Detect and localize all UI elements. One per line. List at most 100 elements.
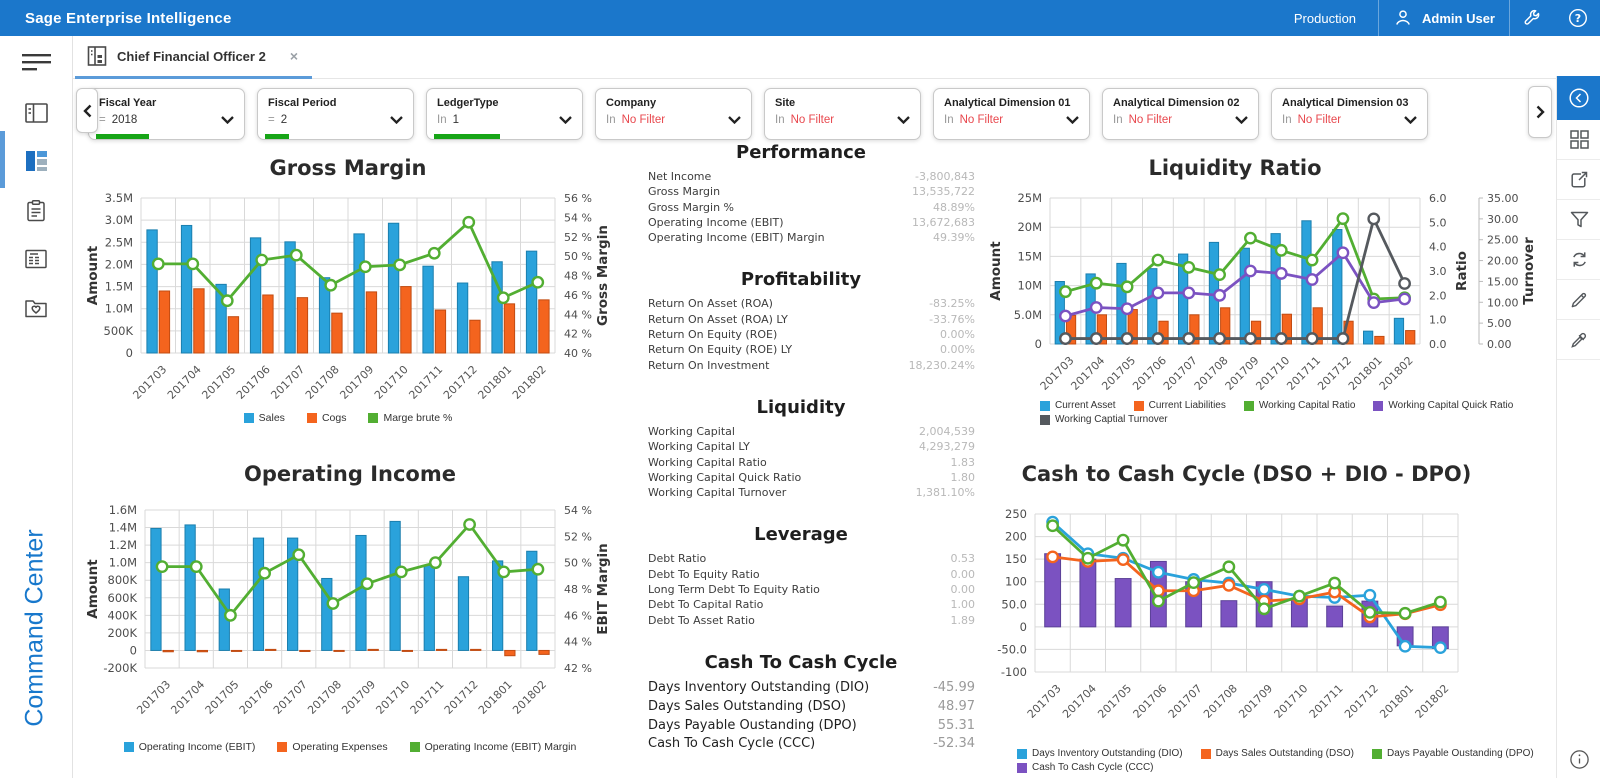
chart-title: Cash to Cash Cycle (DSO + DIO - DPO) <box>1021 462 1472 486</box>
kpi-label: Working Capital Quick Ratio <box>648 470 802 484</box>
kpi-panel: Performance Net Income -3,800,843 Gross Mar… <box>615 140 987 778</box>
kpi-value: 48.97 <box>937 698 975 714</box>
sidebar-item-reports[interactable] <box>0 200 72 222</box>
svg-text:201706: 201706 <box>234 363 273 402</box>
tab-cfo2[interactable]: Chief Financial Officer 2 × <box>75 36 313 79</box>
info-button[interactable] <box>1557 749 1600 770</box>
svg-text:201709: 201709 <box>339 678 378 717</box>
folder-heart-icon <box>25 300 47 318</box>
user-menu[interactable]: Admin User <box>1379 8 1509 28</box>
chevron-down-icon <box>390 116 403 125</box>
svg-text:201710: 201710 <box>373 678 412 717</box>
chevron-down-icon <box>897 116 910 125</box>
filter-company[interactable]: Company In No Filter <box>595 88 752 140</box>
filter-label: Analytical Dimension 02 <box>1113 97 1240 109</box>
legend-item: Working Captial Turnover <box>1040 414 1168 425</box>
kpi-value: 55.31 <box>937 717 975 733</box>
filter-fiscal-year[interactable]: Fiscal Year = 2018 <box>88 88 245 140</box>
filter-ledgertype[interactable]: LedgerType In 1 <box>426 88 583 140</box>
svg-text:25.00: 25.00 <box>1487 234 1519 247</box>
filter-fiscal-period[interactable]: Fiscal Period = 2 <box>257 88 414 140</box>
svg-text:201707: 201707 <box>1166 682 1205 721</box>
eyedropper-button[interactable] <box>1557 320 1600 360</box>
svg-text:50 %: 50 % <box>564 557 592 570</box>
filter-analytical-dimension-01[interactable]: Analytical Dimension 01 In No Filter <box>933 88 1090 140</box>
svg-text:201708: 201708 <box>305 678 344 717</box>
filter-progress-bar <box>265 134 289 139</box>
menu-button[interactable] <box>0 54 72 72</box>
refresh-button[interactable] <box>1557 240 1600 280</box>
svg-text:201801: 201801 <box>475 363 514 402</box>
chart-title: Operating Income <box>244 462 456 486</box>
chevron-left-icon <box>82 104 91 117</box>
environment-label[interactable]: Production <box>1293 10 1357 26</box>
kpi-value: -33.76% <box>929 312 975 326</box>
svg-text:44 %: 44 % <box>564 308 592 321</box>
kpi-value: 0.00% <box>940 343 975 357</box>
sidebar-item-panels[interactable] <box>0 103 72 123</box>
svg-text:35.00: 35.00 <box>1487 192 1519 205</box>
svg-text:201802: 201802 <box>510 363 549 402</box>
svg-text:46 %: 46 % <box>564 289 592 302</box>
sidebar-item-favorites[interactable] <box>0 298 72 318</box>
filter-analytical-dimension-03[interactable]: Analytical Dimension 03 In No Filter <box>1271 88 1428 140</box>
hamburger-icon <box>21 54 51 71</box>
filter-scroll-right-button[interactable] <box>1528 86 1552 138</box>
kpi-value: 4,293,279 <box>919 440 975 454</box>
kpi-section-liquidity: Liquidity Working Capital 2,004,539 Working… <box>615 397 987 500</box>
eyedropper-icon <box>1571 332 1587 348</box>
settings-wrench-button[interactable] <box>1510 0 1555 36</box>
chevron-down-icon <box>728 116 741 125</box>
svg-text:201703: 201703 <box>130 363 169 402</box>
kpi-label: Operating Income (EBIT) <box>648 215 784 229</box>
svg-text:250: 250 <box>1005 507 1027 521</box>
filter-value: In No Filter <box>775 114 835 126</box>
kpi-row: Return On Equity (ROE) 0.00% <box>615 327 987 342</box>
layout-grid-button[interactable] <box>1557 120 1600 160</box>
chart-legend: Operating Income (EBIT) Operating Expense… <box>123 741 576 753</box>
filter-analytical-dimension-02[interactable]: Analytical Dimension 02 In No Filter <box>1102 88 1259 140</box>
kpi-value: 0.00 <box>950 567 976 581</box>
edit-button[interactable] <box>1557 280 1600 320</box>
svg-text:201708: 201708 <box>1201 682 1240 721</box>
kpi-value: -3,800,843 <box>915 170 975 183</box>
kpi-label: Days Inventory Outstanding (DIO) <box>648 679 870 695</box>
legend-item: Sales <box>243 412 285 424</box>
svg-text:48 %: 48 % <box>564 270 592 283</box>
chart-legend: Days Inventory Outstanding (DIO) Days Sal… <box>1017 748 1534 773</box>
svg-text:0.0: 0.0 <box>1429 338 1447 351</box>
chevron-down-icon <box>221 116 234 125</box>
kpi-value: 13,535,722 <box>912 185 975 199</box>
svg-text:Amount: Amount <box>85 559 101 619</box>
filter-button[interactable] <box>1557 200 1600 240</box>
help-button[interactable]: ? <box>1555 0 1600 36</box>
sidebar-item-dashboards[interactable] <box>0 151 72 171</box>
collapse-panel-button[interactable] <box>1557 76 1600 120</box>
tab-close-icon[interactable]: × <box>289 48 299 64</box>
kpi-row: Cash To Cash Cycle (CCC) -52.34 <box>615 735 987 754</box>
kpi-row: Working Capital Turnover 1,381.10% <box>615 485 987 500</box>
kpi-label: Gross Margin % <box>648 200 735 214</box>
svg-text:48 %: 48 % <box>564 583 592 596</box>
dashboard-icon <box>25 151 47 171</box>
svg-text:EBIT Margin: EBIT Margin <box>595 543 611 635</box>
sidebar-item-documents[interactable] <box>0 249 72 269</box>
svg-text:201710: 201710 <box>372 363 411 402</box>
kpi-label: Net Income <box>648 170 712 183</box>
svg-text:201709: 201709 <box>337 363 376 402</box>
filter-progress-bar <box>96 134 149 139</box>
legend-item: Current Liabilities <box>1133 400 1226 411</box>
kpi-label: Debt To Capital Ratio <box>648 598 764 612</box>
kpi-value: -45.99 <box>933 679 975 695</box>
module-label: Command Center <box>20 529 49 727</box>
chart-canvas: 25020015010050.00-50.0-10020170320170420… <box>997 507 1459 721</box>
svg-text:201801: 201801 <box>1377 682 1416 721</box>
legend-item: Days Sales Outstanding (DSO) <box>1200 748 1354 759</box>
share-button[interactable] <box>1557 160 1600 200</box>
kpi-value: 1,381.10% <box>915 486 975 500</box>
kpi-row: Operating Income (EBIT) 13,672,683 <box>615 215 987 230</box>
kpi-section-profitability: Profitability Return On Asset (ROA) -83.25… <box>615 269 987 372</box>
kpi-row: Days Sales Outstanding (DSO) 48.97 <box>615 698 987 717</box>
filter-site[interactable]: Site In No Filter <box>764 88 921 140</box>
filter-scroll-left-button[interactable] <box>76 88 98 133</box>
